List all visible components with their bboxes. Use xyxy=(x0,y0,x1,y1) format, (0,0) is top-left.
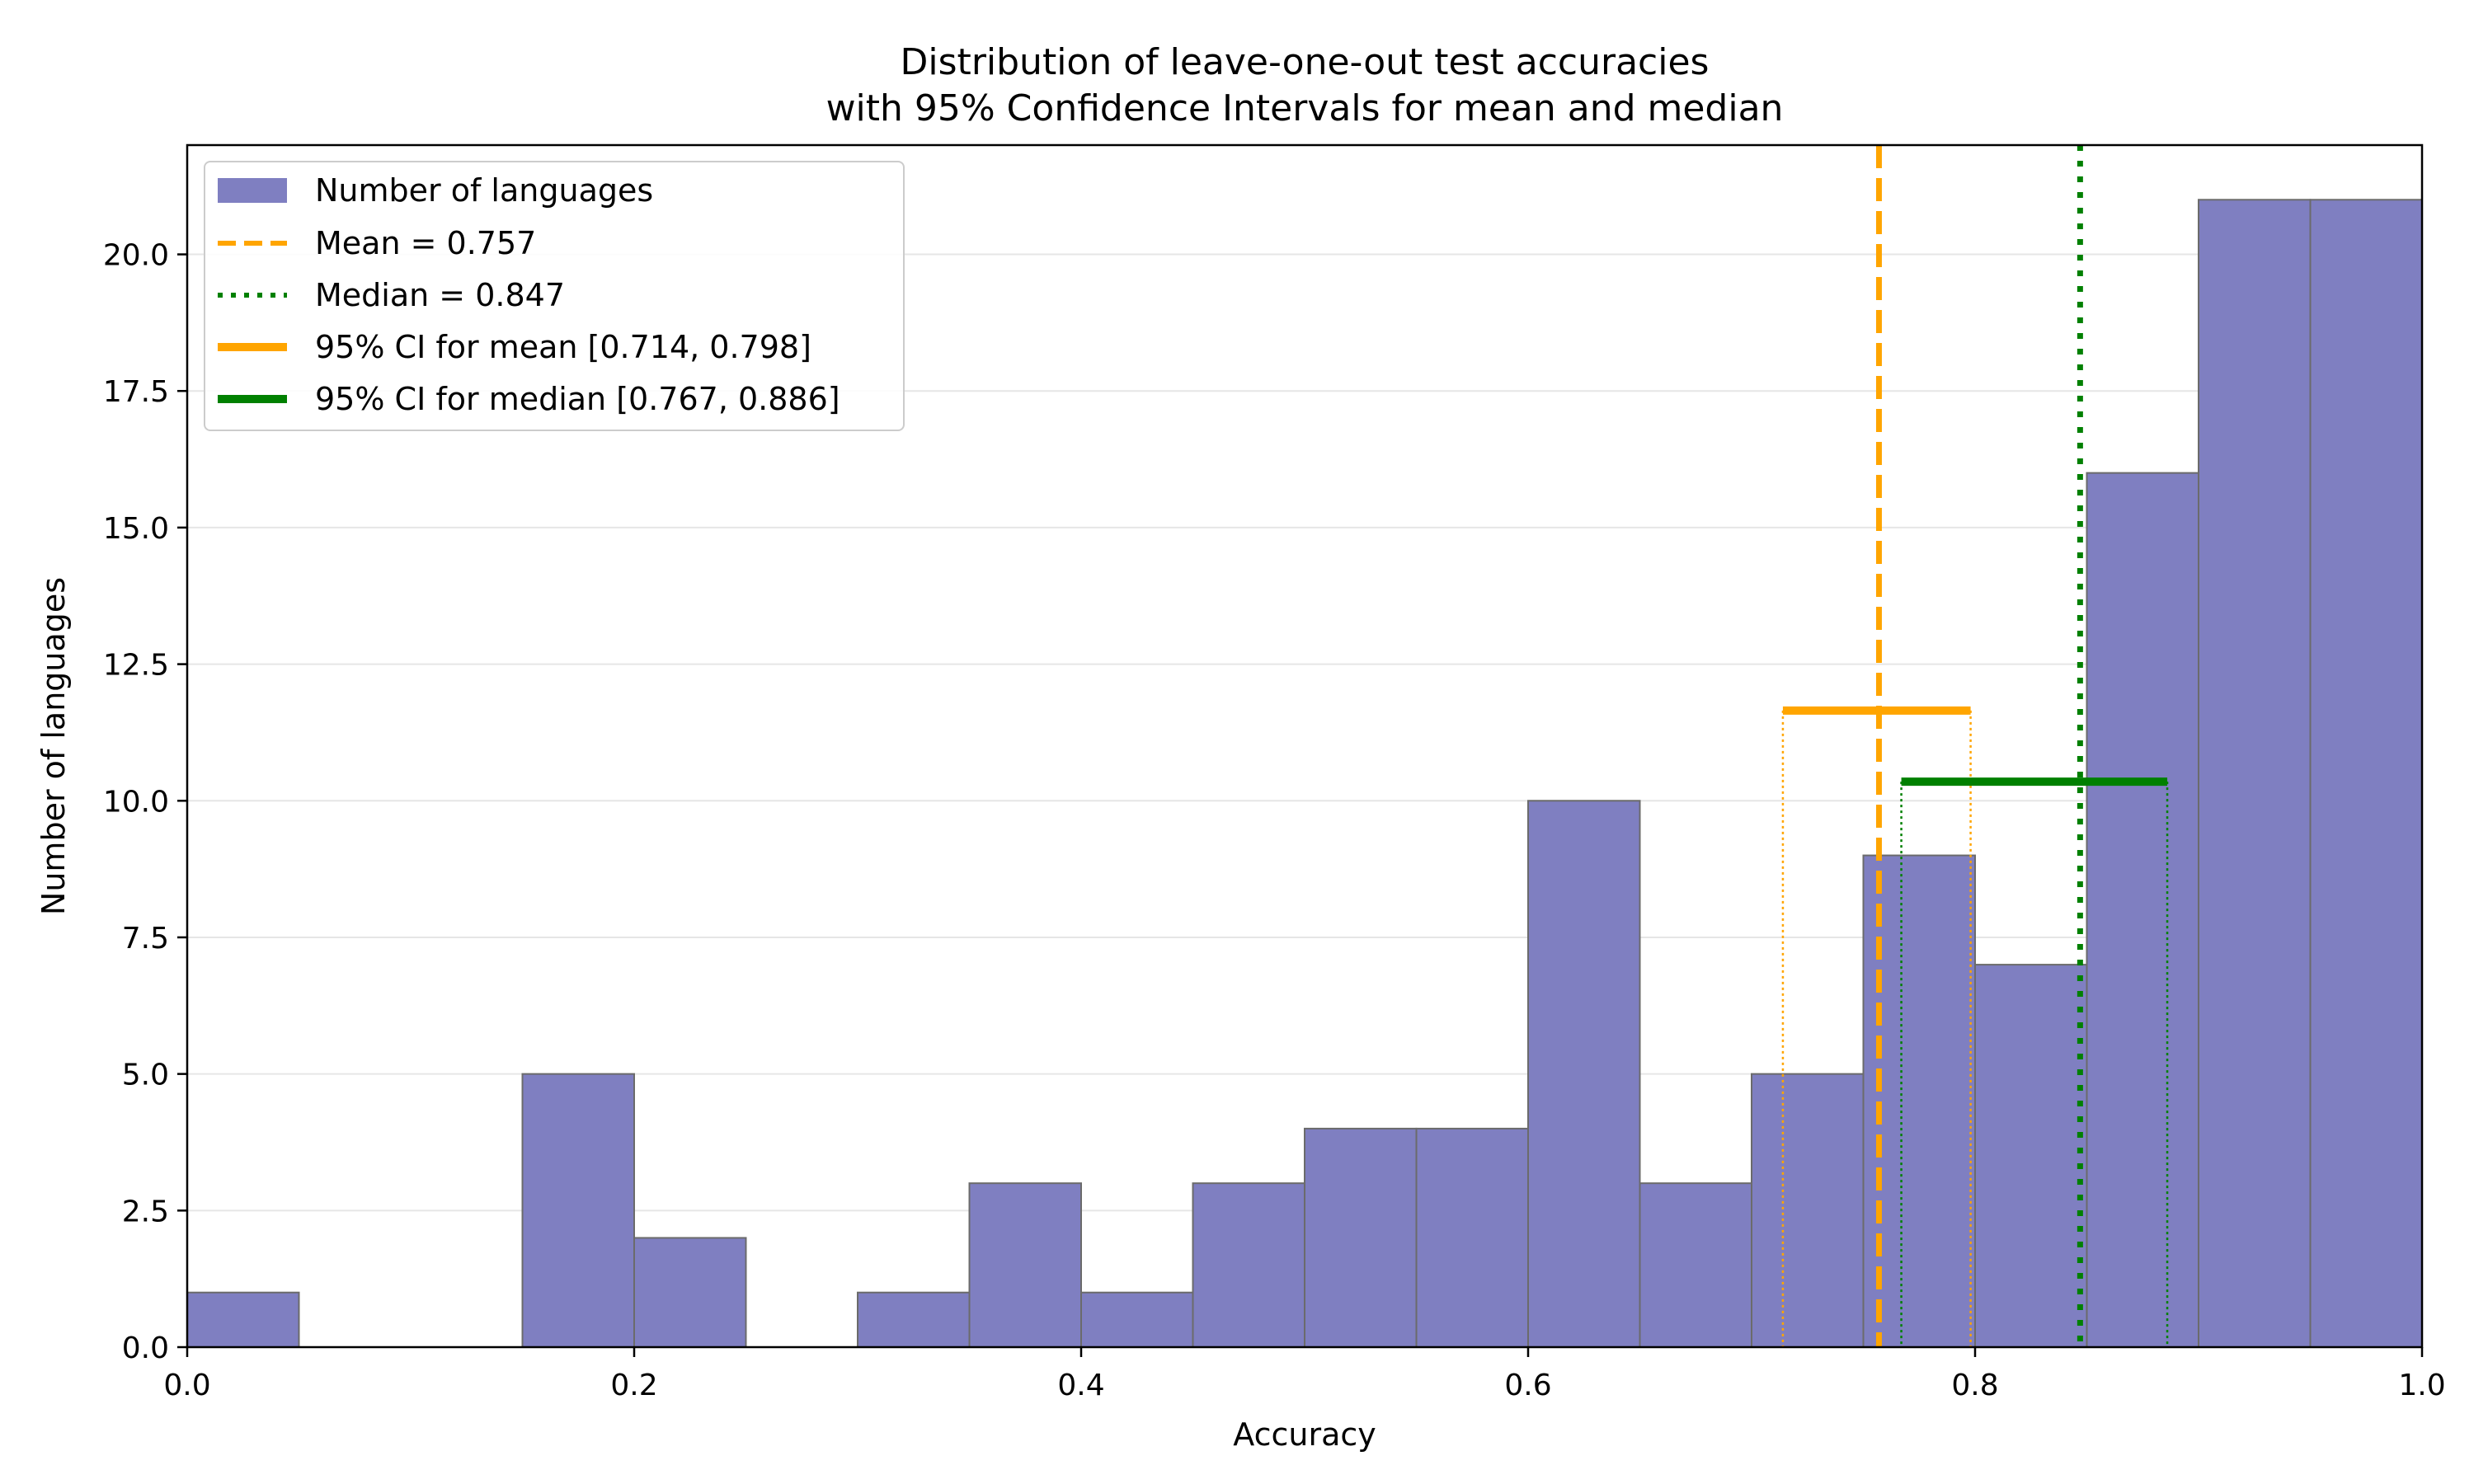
y-tick-label: 0.0 xyxy=(122,1331,169,1365)
histogram-bar xyxy=(2309,199,2423,1349)
chart-title-line-2: with 95% Confidence Intervals for mean a… xyxy=(826,87,1784,129)
histogram-bar xyxy=(1415,1127,1529,1348)
histogram-bar xyxy=(1304,1127,1418,1348)
legend-bars-label: Number of languages xyxy=(315,172,653,209)
legend-ci-median-label: 95% CI for median [0.767, 0.886] xyxy=(315,381,840,417)
histogram-bar xyxy=(1751,1073,1865,1348)
y-tick-label: 12.5 xyxy=(103,649,169,683)
y-tick-label: 20.0 xyxy=(103,239,169,273)
legend: Number of languages Mean = 0.757 Median … xyxy=(204,161,905,431)
histogram-bar xyxy=(1192,1182,1305,1348)
y-tick-label: 7.5 xyxy=(122,922,169,956)
x-tick-label: 0.0 xyxy=(163,1369,210,1402)
y-tick-label: 5.0 xyxy=(122,1059,169,1092)
histogram-bar xyxy=(2086,472,2199,1348)
histogram-bar xyxy=(857,1291,971,1349)
y-axis-ticks: 0.0 2.5 5.0 7.5 10.0 12.5 15.0 17.5 20.0 xyxy=(103,239,187,1365)
plot-frame xyxy=(186,143,2424,1349)
y-tick-label: 15.0 xyxy=(103,512,169,546)
histogram-bar xyxy=(1862,854,1976,1348)
histogram-bar xyxy=(968,1182,1082,1348)
histogram-bar xyxy=(1527,800,1641,1348)
x-axis-ticks: 0.0 0.2 0.4 0.6 0.8 1.0 xyxy=(163,1347,2446,1402)
x-tick-label: 0.4 xyxy=(1057,1369,1104,1402)
y-tick-label: 10.0 xyxy=(103,785,169,819)
y-tick-label: 2.5 xyxy=(122,1195,169,1228)
histogram-bar xyxy=(1974,964,2088,1349)
y-tick-label: 17.5 xyxy=(103,375,169,409)
legend-ci-mean-label: 95% CI for mean [0.714, 0.798] xyxy=(315,329,811,365)
histogram-bar xyxy=(2198,199,2312,1349)
legend-bars-swatch xyxy=(218,178,287,203)
y-axis-label: Number of languages xyxy=(35,577,72,915)
histogram-bars xyxy=(186,199,2423,1349)
histogram-bar xyxy=(1080,1291,1194,1349)
x-tick-label: 0.6 xyxy=(1504,1369,1551,1402)
legend-mean-label: Mean = 0.757 xyxy=(315,225,536,261)
x-tick-label: 0.2 xyxy=(610,1369,657,1402)
histogram-bar xyxy=(633,1237,747,1349)
histogram-bar xyxy=(521,1073,635,1348)
x-axis-label: Accuracy xyxy=(1233,1416,1376,1453)
histogram-bar xyxy=(1639,1182,1752,1348)
legend-box xyxy=(204,161,905,431)
x-tick-label: 0.8 xyxy=(1951,1369,1998,1402)
x-tick-label: 1.0 xyxy=(2398,1369,2445,1402)
legend-median-label: Median = 0.847 xyxy=(315,277,565,313)
chart-title-line-1: Distribution of leave-one-out test accur… xyxy=(901,41,1710,83)
histogram-bar xyxy=(186,1291,300,1349)
mean-median-lines xyxy=(1875,145,2083,1347)
